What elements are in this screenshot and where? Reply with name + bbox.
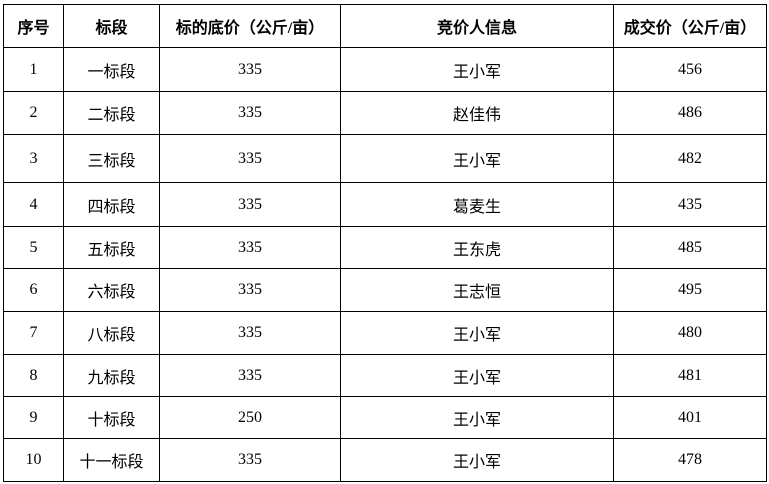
table-row: 10 十一标段 335 王小军 478: [3, 438, 767, 482]
cell-deal-price: 481: [613, 354, 767, 397]
bid-results-table: 序号 标段 标的底价（公斤/亩） 竞价人信息 成交价（公斤/亩） 1 一标段 335…: [3, 4, 767, 482]
cell-deal-price: 401: [613, 396, 767, 439]
cell-reserve-price: 335: [159, 134, 341, 183]
header-bidder: 竞价人信息: [340, 4, 614, 48]
table-row: 3 三标段 335 王小军 482: [3, 134, 767, 183]
cell-section: 二标段: [63, 91, 160, 135]
cell-index: 3: [3, 134, 64, 183]
table-row: 9 十标段 250 王小军 401: [3, 396, 767, 439]
cell-reserve-price: 335: [159, 354, 341, 397]
cell-reserve-price: 335: [159, 91, 341, 135]
cell-bidder: 王志恒: [340, 268, 614, 312]
header-row: 序号 标段 标的底价（公斤/亩） 竞价人信息 成交价（公斤/亩）: [3, 4, 767, 48]
cell-deal-price: 456: [613, 47, 767, 92]
table-row: 7 八标段 335 王小军 480: [3, 311, 767, 355]
cell-bidder: 王小军: [340, 47, 614, 92]
cell-index: 6: [3, 268, 64, 312]
table-row: 1 一标段 335 王小军 456: [3, 47, 767, 92]
cell-index: 1: [3, 47, 64, 92]
cell-bidder: 王小军: [340, 354, 614, 397]
cell-index: 9: [3, 396, 64, 439]
cell-bidder: 王小军: [340, 134, 614, 183]
cell-deal-price: 480: [613, 311, 767, 355]
cell-reserve-price: 335: [159, 438, 341, 482]
cell-deal-price: 495: [613, 268, 767, 312]
cell-index: 2: [3, 91, 64, 135]
table-row: 5 五标段 335 王东虎 485: [3, 226, 767, 269]
cell-bidder: 王小军: [340, 396, 614, 439]
cell-section: 五标段: [63, 226, 160, 269]
table-row: 2 二标段 335 赵佳伟 486: [3, 91, 767, 135]
cell-deal-price: 485: [613, 226, 767, 269]
cell-section: 一标段: [63, 47, 160, 92]
cell-bidder: 王东虎: [340, 226, 614, 269]
header-deal-price: 成交价（公斤/亩）: [613, 4, 767, 48]
header-reserve-price: 标的底价（公斤/亩）: [159, 4, 341, 48]
cell-bidder: 赵佳伟: [340, 91, 614, 135]
cell-bidder: 王小军: [340, 438, 614, 482]
cell-deal-price: 478: [613, 438, 767, 482]
cell-deal-price: 435: [613, 182, 767, 227]
cell-section: 六标段: [63, 268, 160, 312]
cell-section: 十标段: [63, 396, 160, 439]
cell-index: 4: [3, 182, 64, 227]
cell-index: 5: [3, 226, 64, 269]
cell-reserve-price: 335: [159, 47, 341, 92]
table-row: 4 四标段 335 葛麦生 435: [3, 182, 767, 227]
cell-index: 10: [3, 438, 64, 482]
cell-reserve-price: 335: [159, 182, 341, 227]
table-row: 6 六标段 335 王志恒 495: [3, 268, 767, 312]
cell-section: 八标段: [63, 311, 160, 355]
cell-reserve-price: 335: [159, 268, 341, 312]
cell-reserve-price: 250: [159, 396, 341, 439]
table-row: 8 九标段 335 王小军 481: [3, 354, 767, 397]
cell-section: 九标段: [63, 354, 160, 397]
cell-reserve-price: 335: [159, 311, 341, 355]
cell-bidder: 王小军: [340, 311, 614, 355]
cell-reserve-price: 335: [159, 226, 341, 269]
cell-section: 三标段: [63, 134, 160, 183]
header-index: 序号: [3, 4, 64, 48]
cell-deal-price: 482: [613, 134, 767, 183]
cell-index: 7: [3, 311, 64, 355]
cell-deal-price: 486: [613, 91, 767, 135]
header-section: 标段: [63, 4, 160, 48]
cell-section: 十一标段: [63, 438, 160, 482]
cell-section: 四标段: [63, 182, 160, 227]
cell-bidder: 葛麦生: [340, 182, 614, 227]
cell-index: 8: [3, 354, 64, 397]
